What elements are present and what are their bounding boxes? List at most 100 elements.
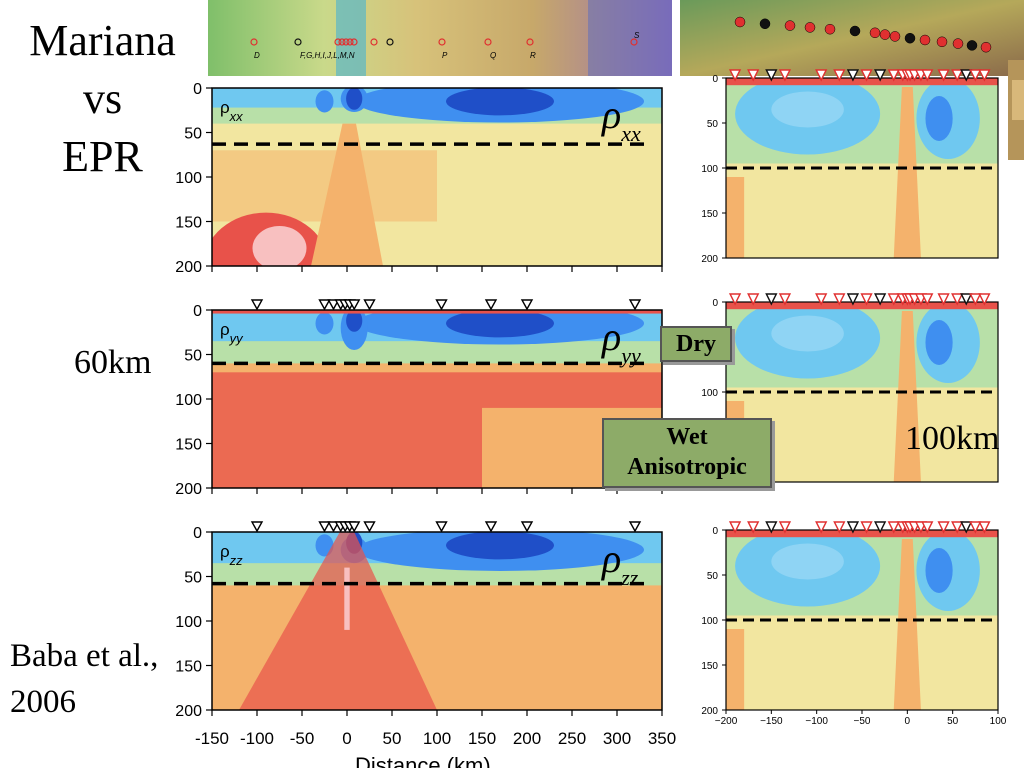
station-marker [520,521,534,533]
y-tick-label: 100 [701,388,718,399]
y-tick-label: 150 [175,659,202,676]
epr-map-edge [1008,60,1024,160]
y-tick-label: 200 [701,706,718,717]
station-marker [318,299,331,311]
resistivity-field [726,78,998,258]
station-marker [747,69,760,82]
station-marker [874,521,887,534]
station-marker [921,69,934,82]
y-tick-label: 150 [701,661,718,672]
station-marker [846,521,860,534]
x-tick-label: −50 [854,716,871,727]
y-tick-label: 50 [707,119,719,130]
map-station-marker [334,38,342,46]
x-tick-label: 150 [468,729,496,748]
map-station-marker [526,38,534,46]
x-axis-title-partial: Distance (km) [355,756,491,768]
x-tick-label: 300 [603,729,631,748]
y-tick-label: 100 [701,164,718,175]
station-marker [363,521,376,533]
x-tick-label: −100 [805,716,828,727]
station-marker [887,293,900,306]
station-marker [846,69,860,82]
tag-wet-anisotropic: Wet Anisotropic [602,418,772,488]
station-marker [484,521,498,533]
y-tick-label: 50 [707,571,719,582]
map2-station-marker [879,29,891,40]
station-marker [815,293,828,306]
station-marker [937,69,950,82]
station-marker [250,521,264,533]
station-marker [520,299,534,311]
x-tick-label: 350 [648,729,676,748]
epr-map-strip [680,0,1024,76]
station-marker [978,293,991,306]
epr-panel-bottom: 0 50 100 150 200 −200 −150 −100 −50 0 50 100 [686,520,1007,740]
x-tick-label: 50 [947,716,959,727]
station-marker [435,521,448,533]
citation: Baba et al., 2006 [10,633,158,725]
x-tick-label: 0 [342,729,351,748]
map2-station-marker [784,20,796,31]
depth-label-100km: 100km [905,420,1000,457]
y-tick-label: 100 [175,392,202,409]
tag-wet-text: Wet [666,424,708,450]
resistivity-field [212,310,662,488]
station-marker [435,299,448,311]
y-tick-label: 100 [175,614,202,631]
map2-station-marker [849,25,861,37]
depth-label-60km: 60km [74,344,152,381]
station-marker [874,69,887,82]
y-tick-label: 200 [175,259,202,276]
tag-anisotropic-text: Anisotropic [627,454,747,480]
map2-station-marker [919,34,931,46]
map-station-label: F,G,H,I,J,L,M,N [300,51,355,60]
station-marker [778,293,792,306]
chart-mariana-rho-zz: 0 50 100 150 200 -150 -100 -50 0 50 100 150 200 250 30… [175,521,676,748]
station-marker [951,521,964,534]
x-tick-label: 250 [558,729,586,748]
y-tick-label: 50 [184,348,202,365]
map-station-marker [630,38,638,46]
station-marker [833,521,846,534]
y-tick-label: 50 [184,570,202,587]
title-line-3: EPR [62,132,143,181]
x-tick-label: 100 [990,716,1007,727]
y-tick-label: 150 [701,209,718,220]
station-marker [921,293,934,306]
y-tick-label: 200 [175,703,202,720]
map2-station-marker [804,22,816,33]
resistivity-field [212,532,662,710]
y-tick-label: 50 [184,126,202,143]
y-tick-label: 0 [193,81,202,98]
title-line-2: vs [82,74,123,123]
map-station-marker [484,38,492,46]
station-marker [628,521,642,533]
y-tick-label: 200 [175,481,202,498]
x-tick-label: −150 [760,716,783,727]
map-station-marker [370,38,378,46]
station-marker [484,299,498,311]
map2-station-marker [936,36,948,48]
station-marker [327,299,340,311]
map-station-label: Q [490,51,496,60]
station-marker [951,69,964,82]
station-marker [860,293,873,306]
citation-line-1: Baba et al., [10,638,159,674]
tag-dry: Dry [660,326,732,362]
station-marker [960,521,973,534]
mariana-panel-rho-yy: 0 50 100 150 200 ρyy ρyy [155,299,675,500]
tag-dry-text: Dry [676,331,716,357]
station-marker [887,69,900,82]
map-station-label: S [634,31,640,40]
map2-station-marker [869,27,881,39]
slide-title: Mariana vs EPR [0,12,205,186]
map2-station-marker [952,38,964,49]
y-tick-label: 0 [712,298,718,309]
x-tick-label: −200 [715,716,738,727]
chart-epr-top: 0 50 100 150 200 [701,69,999,265]
x-tick-label: 200 [513,729,541,748]
station-marker [960,293,973,306]
resistivity-field [726,530,998,710]
